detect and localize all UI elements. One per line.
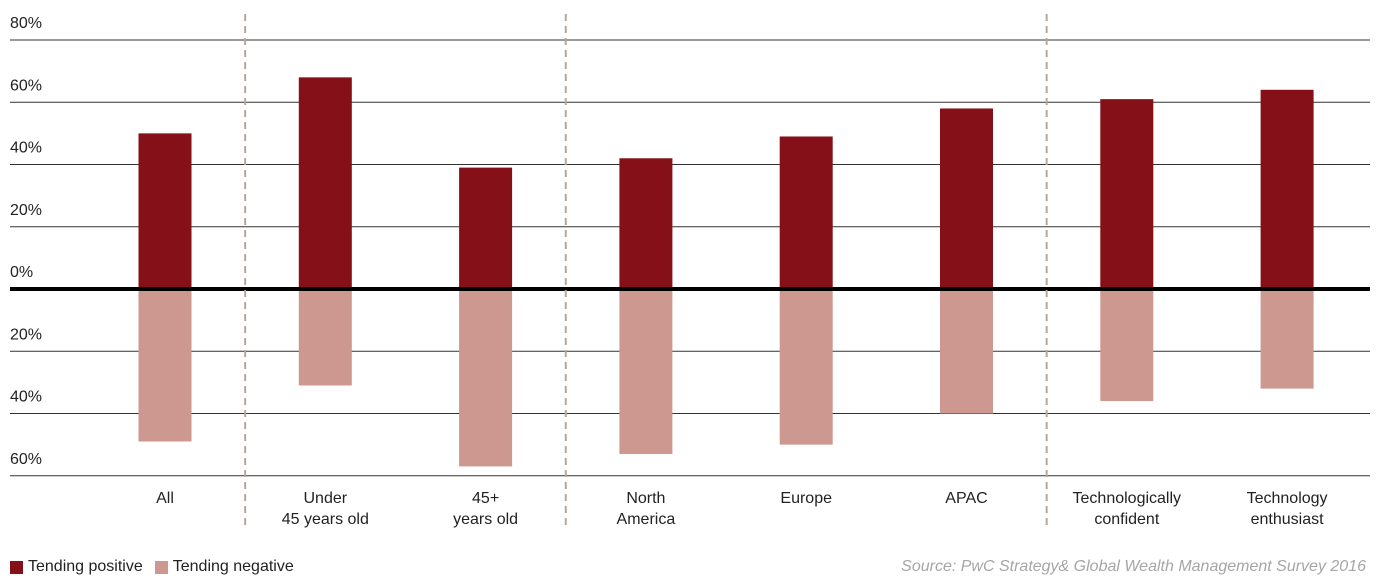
bar-negative [298, 289, 352, 386]
legend-label-negative: Tending negative [172, 558, 294, 575]
y-tick-label: 40% [10, 389, 42, 406]
bar-negative [138, 289, 192, 442]
category-label: 45 years old [282, 511, 369, 528]
bar-negative [1260, 289, 1314, 389]
bar-negative [1100, 289, 1154, 402]
bar-positive [1100, 99, 1154, 289]
y-tick-label: 40% [10, 140, 42, 157]
category-label: All [156, 490, 174, 507]
bar-positive [1260, 89, 1314, 289]
bar-positive [940, 108, 993, 289]
category-label: years old [453, 511, 518, 528]
bar-negative [459, 289, 513, 467]
bar-positive [138, 133, 192, 289]
y-tick-label: 20% [10, 202, 42, 219]
category-label: Under [304, 490, 348, 507]
y-tick-label: 60% [10, 451, 42, 468]
legend-item-negative: Tending negative [154, 557, 294, 577]
y-tick-label: 80% [10, 15, 42, 32]
legend: Tending positive Tending negative [10, 557, 306, 577]
category-label: Technology [1247, 490, 1328, 507]
bar-positive [779, 136, 833, 289]
category-label: confident [1094, 511, 1159, 528]
category-label: APAC [945, 490, 987, 507]
y-tick-label: 0% [10, 264, 33, 281]
legend-item-positive: Tending positive [10, 557, 143, 577]
category-label: 45+ [472, 490, 499, 507]
y-tick-label: 60% [10, 77, 42, 94]
legend-label-positive: Tending positive [28, 558, 143, 575]
bar-negative [779, 289, 833, 445]
source-note: Source: PwC Strategy& Global Wealth Mana… [901, 558, 1366, 575]
y-tick-label: 20% [10, 326, 42, 343]
bar-positive [619, 158, 673, 289]
legend-swatch-positive [10, 560, 23, 574]
legend-swatch-negative [154, 560, 168, 574]
category-label: Technologically [1073, 490, 1182, 507]
bar-positive [298, 77, 352, 289]
bar-negative [940, 289, 993, 414]
category-label: North [626, 490, 665, 507]
category-label: America [617, 511, 676, 528]
category-label: Europe [780, 490, 832, 507]
bar-positive [459, 167, 513, 289]
category-label: enthusiast [1251, 511, 1324, 528]
bar-negative [619, 289, 673, 454]
